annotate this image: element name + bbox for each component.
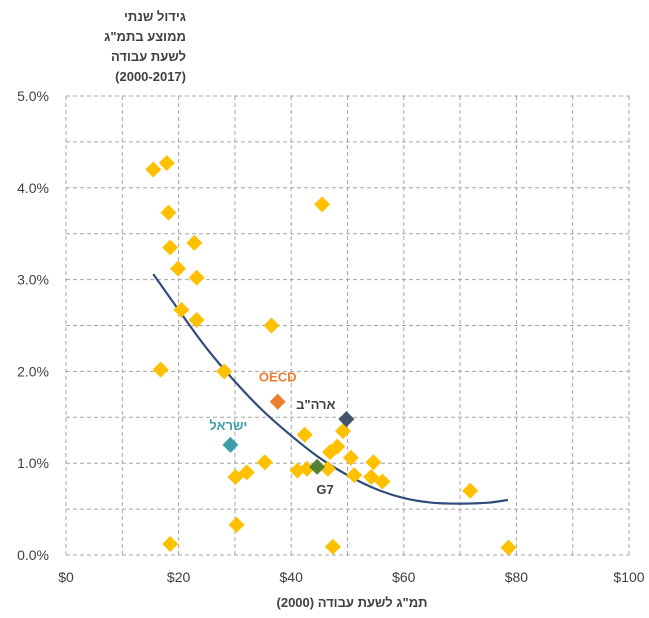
highlighted-point — [222, 436, 239, 453]
data-point — [329, 438, 346, 455]
point-labels: OECD ארה"ב ישראל G7 — [209, 370, 335, 497]
data-point — [334, 423, 351, 440]
y-axis-title-line: גידול שנתי — [124, 9, 186, 24]
y-tick-label: 5.0% — [17, 88, 49, 104]
y-tick-label: 3.0% — [17, 272, 49, 288]
y-axis-title: גידול שנתי ממוצע בתמ"ג לשעת עבודה (2000-201… — [104, 9, 186, 84]
data-point — [324, 538, 341, 555]
data-point — [152, 361, 169, 378]
data-point — [346, 467, 363, 484]
y-tick-label: 4.0% — [17, 180, 49, 196]
y-axis-title-line: (2000-2017) — [115, 69, 186, 84]
x-tick-label: $0 — [58, 569, 74, 585]
data-point — [188, 311, 205, 328]
data-point — [238, 464, 255, 481]
y-tick-label: 0.0% — [17, 547, 49, 563]
x-tick-label: $100 — [613, 569, 644, 585]
y-axis-title-line: ממוצע בתמ"ג — [104, 29, 186, 44]
data-point — [319, 460, 336, 477]
grid — [65, 95, 630, 556]
data-point — [298, 460, 315, 477]
data-point — [462, 482, 479, 499]
data-point — [188, 269, 205, 286]
x-tick-label: $20 — [167, 569, 191, 585]
data-point — [228, 516, 245, 533]
data-point — [500, 539, 517, 556]
data-point — [374, 473, 391, 490]
data-point — [365, 454, 382, 471]
data-point — [186, 234, 203, 251]
highlighted-point — [338, 411, 355, 428]
x-tick-label: $40 — [280, 569, 304, 585]
x-axis-title: תמ"ג לשעת עבודה (2000) — [277, 595, 428, 610]
x-tick-labels: $0 $20 $40 $60 $80 $100 — [58, 569, 645, 585]
x-tick-label: $60 — [392, 569, 416, 585]
point-label: G7 — [316, 482, 333, 497]
highlighted-point — [309, 458, 326, 475]
highlighted-points — [222, 393, 355, 475]
data-point — [296, 426, 313, 443]
data-point — [342, 449, 359, 466]
data-points — [145, 155, 517, 556]
highlighted-point — [269, 393, 286, 410]
y-axis-title-line: לשעת עבודה — [111, 49, 186, 64]
data-point — [256, 454, 273, 471]
x-tick-label: $80 — [505, 569, 529, 585]
data-point — [162, 239, 179, 256]
point-label: OECD — [259, 370, 297, 385]
point-label: ישראל — [209, 418, 247, 433]
data-point — [160, 204, 177, 221]
point-label: ארה"ב — [296, 397, 335, 412]
data-point — [314, 196, 331, 213]
y-tick-label: 1.0% — [17, 455, 49, 471]
data-point — [162, 535, 179, 552]
data-point — [145, 161, 162, 178]
y-tick-label: 2.0% — [17, 363, 49, 379]
data-point — [173, 301, 190, 318]
y-tick-labels: 0.0% 1.0% 2.0% 3.0% 4.0% 5.0% — [17, 88, 49, 563]
data-point — [158, 155, 175, 172]
data-point — [216, 363, 233, 380]
data-point — [170, 260, 187, 277]
data-point — [263, 317, 280, 334]
